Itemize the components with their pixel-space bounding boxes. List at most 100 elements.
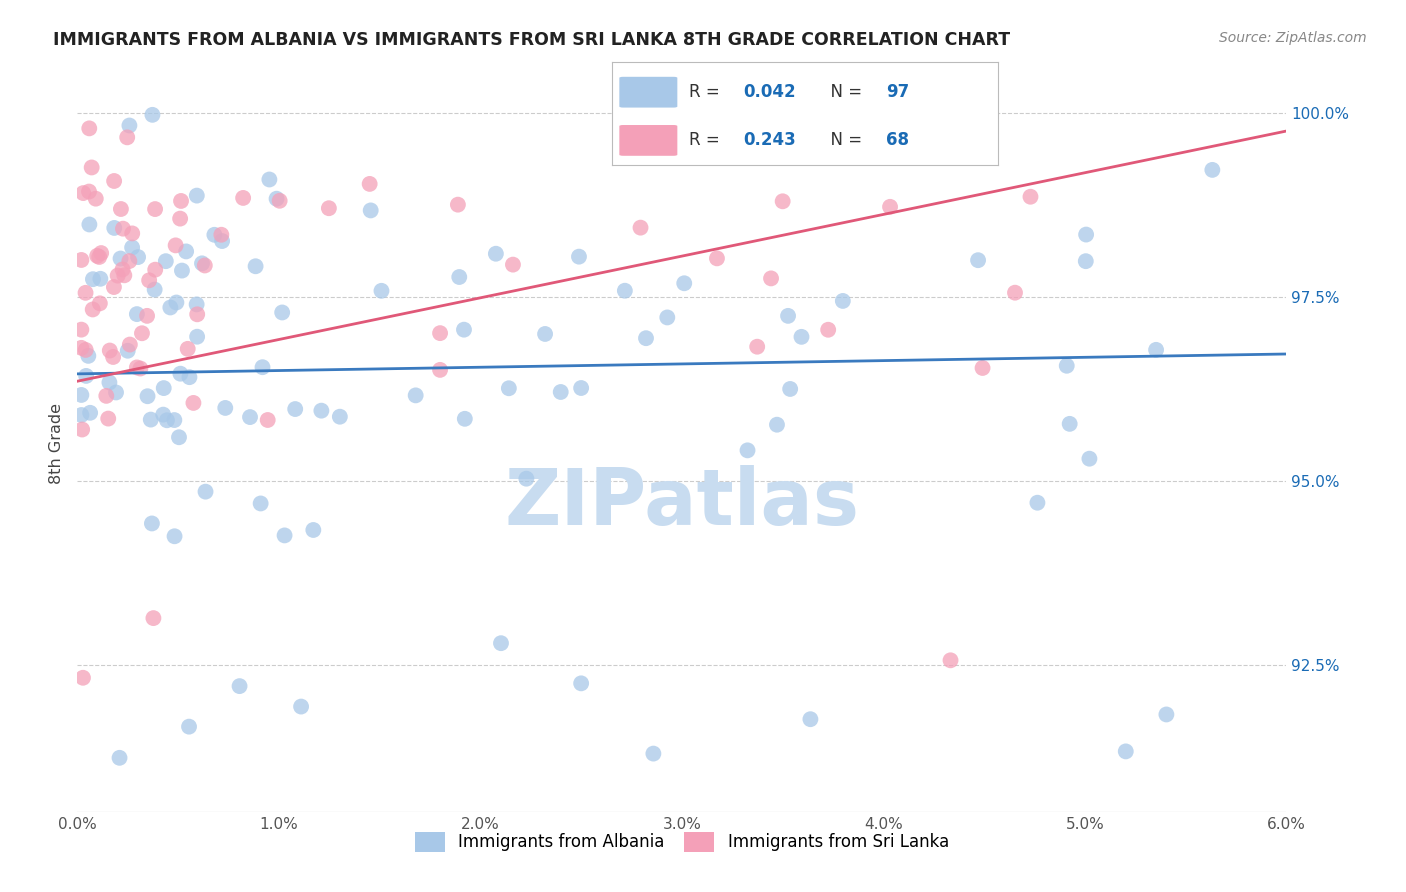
Point	[534, 326, 557, 341]
Point	[125, 307, 148, 321]
Point	[98, 343, 121, 358]
Point	[169, 211, 191, 226]
Point	[84, 192, 107, 206]
Text: 68: 68	[886, 131, 910, 149]
Text: IMMIGRANTS FROM ALBANIA VS IMMIGRANTS FROM SRI LANKA 8TH GRADE CORRELATION CHART: IMMIGRANTS FROM ALBANIA VS IMMIGRANTS FR…	[53, 31, 1011, 49]
Text: 0.042: 0.042	[744, 83, 796, 101]
Point	[256, 413, 278, 427]
Point	[1004, 285, 1026, 300]
Point	[77, 185, 100, 199]
Point	[177, 342, 200, 356]
Point	[112, 268, 135, 283]
Point	[121, 240, 143, 254]
Point	[239, 410, 262, 425]
Point	[170, 263, 193, 277]
Point	[271, 305, 294, 319]
Point	[72, 186, 94, 200]
Point	[118, 254, 141, 268]
Point	[211, 234, 233, 248]
Point	[108, 751, 131, 765]
Text: N =: N =	[821, 131, 868, 149]
Point	[259, 172, 281, 186]
Point	[273, 528, 295, 542]
Point	[194, 259, 217, 273]
Point	[170, 194, 193, 208]
Point	[79, 406, 101, 420]
Point	[143, 283, 166, 297]
Point	[110, 202, 132, 216]
Point	[186, 329, 208, 343]
Point	[1201, 162, 1223, 177]
Text: ZIPatlas: ZIPatlas	[505, 465, 859, 541]
Point	[405, 388, 427, 402]
Point	[1026, 496, 1049, 510]
Point	[98, 376, 121, 390]
Y-axis label: 8th Grade: 8th Grade	[49, 403, 65, 484]
Text: 97: 97	[886, 83, 910, 101]
FancyBboxPatch shape	[619, 77, 678, 108]
Point	[115, 130, 138, 145]
Point	[360, 203, 382, 218]
Point	[136, 309, 159, 323]
Point	[266, 192, 288, 206]
Point	[290, 699, 312, 714]
Point	[70, 323, 93, 337]
Point	[568, 250, 591, 264]
Point	[1074, 227, 1097, 242]
Point	[143, 202, 166, 216]
Point	[163, 413, 186, 427]
Point	[370, 284, 392, 298]
Point	[214, 401, 236, 415]
Point	[1059, 417, 1081, 431]
Point	[191, 256, 214, 270]
Point	[111, 262, 134, 277]
Point	[1074, 254, 1097, 268]
Point	[118, 119, 141, 133]
Point	[70, 341, 93, 355]
Point	[194, 484, 217, 499]
Point	[1115, 744, 1137, 758]
Point	[159, 301, 181, 315]
Point	[673, 277, 696, 291]
Point	[127, 250, 149, 264]
Point	[643, 747, 665, 761]
Point	[77, 121, 100, 136]
Point	[569, 381, 592, 395]
Point	[489, 636, 512, 650]
Point	[630, 220, 652, 235]
Point	[249, 496, 271, 510]
Point	[118, 337, 141, 351]
Point	[245, 260, 267, 274]
Point	[269, 194, 291, 208]
Point	[70, 388, 93, 402]
Point	[131, 326, 153, 341]
Point	[129, 361, 152, 376]
Point	[111, 221, 134, 235]
Point	[967, 253, 990, 268]
Point	[453, 323, 475, 337]
Point	[103, 280, 125, 294]
Point	[70, 423, 93, 437]
Point	[429, 363, 451, 377]
Point	[179, 370, 201, 384]
Point	[156, 413, 179, 427]
Point	[121, 227, 143, 241]
Point	[138, 273, 160, 287]
Point	[284, 402, 307, 417]
Text: N =: N =	[821, 83, 868, 101]
Point	[706, 252, 728, 266]
Point	[1144, 343, 1167, 357]
Point	[125, 360, 148, 375]
Point	[141, 108, 163, 122]
Point	[737, 443, 759, 458]
Point	[202, 227, 225, 242]
Point	[75, 285, 97, 300]
Point	[799, 712, 821, 726]
Point	[152, 408, 174, 422]
Point	[318, 201, 340, 215]
Point	[454, 412, 477, 426]
Point	[183, 396, 205, 410]
Point	[502, 258, 524, 272]
Point	[778, 309, 800, 323]
Point	[498, 381, 520, 395]
